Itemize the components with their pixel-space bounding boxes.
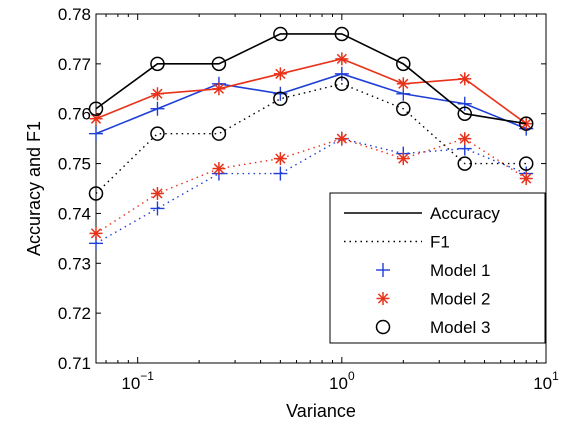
data-point: [335, 52, 349, 66]
x-tick-label: 100: [329, 369, 355, 393]
data-point: [457, 96, 472, 111]
legend-box: [329, 192, 546, 344]
data-point: [150, 56, 165, 72]
y-tick-label: 0.75: [58, 155, 91, 174]
series-line: [95, 33, 527, 125]
data-point: [273, 91, 288, 107]
legend: Accuracy F1 Model 1 Model 2 Model 3: [329, 192, 546, 344]
series-model-3-accuracy: [88, 26, 534, 131]
y-tick-label: 0.72: [58, 304, 91, 323]
data-point: [334, 66, 349, 81]
data-point: [273, 152, 287, 166]
data-point: [335, 132, 349, 146]
data-point: [396, 56, 411, 72]
y-tick-label: 0.71: [58, 354, 91, 373]
x-tick-label: 10−1: [121, 369, 154, 393]
series-model-2-f1: [89, 132, 533, 240]
legend-label: Model 3: [430, 318, 490, 337]
series-model-3-f1: [88, 76, 534, 201]
legend-item: Accuracy: [344, 204, 500, 223]
data-point: [89, 126, 103, 141]
legend-item: Model 2: [376, 290, 490, 309]
y-tick-label: 0.77: [58, 55, 91, 74]
data-point: [150, 126, 165, 141]
legend-label: Accuracy: [430, 204, 500, 223]
data-point: [273, 67, 287, 81]
data-point: [88, 101, 104, 116]
plot-area: [88, 13, 547, 364]
x-axis-label: Variance: [286, 401, 356, 421]
legend-swatch: [375, 319, 391, 335]
data-point: [458, 72, 472, 86]
legend-swatch: [376, 292, 390, 305]
y-tick-label: 0.73: [58, 254, 91, 273]
legend-item: Model 1: [376, 261, 490, 280]
y-axis-label: Accuracy and F1: [24, 121, 44, 256]
data-point: [89, 226, 103, 240]
legend-swatch: [376, 263, 390, 277]
data-point: [211, 56, 227, 72]
x-axis-ticks: 10−1 100 101: [105, 14, 559, 393]
data-point: [334, 26, 350, 42]
data-point: [89, 112, 103, 126]
series-line: [95, 72, 527, 135]
data-point: [519, 172, 533, 186]
series-line: [95, 58, 527, 125]
data-point: [150, 101, 165, 116]
data-point: [458, 132, 472, 146]
data-point: [518, 116, 534, 131]
data-point: [396, 101, 411, 116]
y-tick-label: 0.74: [58, 204, 91, 223]
data-point: [211, 126, 227, 141]
legend-item: Model 3: [375, 318, 490, 337]
data-point: [150, 201, 165, 216]
data-point: [273, 26, 288, 42]
y-tick-label: 0.78: [58, 5, 91, 24]
legend-label: F1: [430, 233, 450, 252]
data-point: [212, 162, 226, 176]
data-point: [212, 82, 226, 96]
data-point: [334, 76, 350, 92]
data-point: [457, 156, 473, 171]
data-point: [150, 87, 164, 101]
data-point: [273, 166, 288, 181]
legend-label: Model 2: [430, 290, 490, 309]
data-point: [150, 186, 164, 200]
data-point: [457, 106, 473, 121]
legend-label: Model 1: [430, 261, 490, 280]
data-point: [396, 152, 410, 166]
x-tick-label: 101: [533, 369, 559, 393]
legend-item: F1: [344, 233, 450, 252]
data-point: [396, 77, 410, 91]
data-point: [518, 156, 534, 171]
y-axis-ticks: 0.71 0.72 0.73 0.74 0.75 0.76 0.77 0.78: [58, 5, 546, 373]
y-tick-label: 0.76: [58, 105, 91, 124]
data-point: [88, 186, 104, 201]
